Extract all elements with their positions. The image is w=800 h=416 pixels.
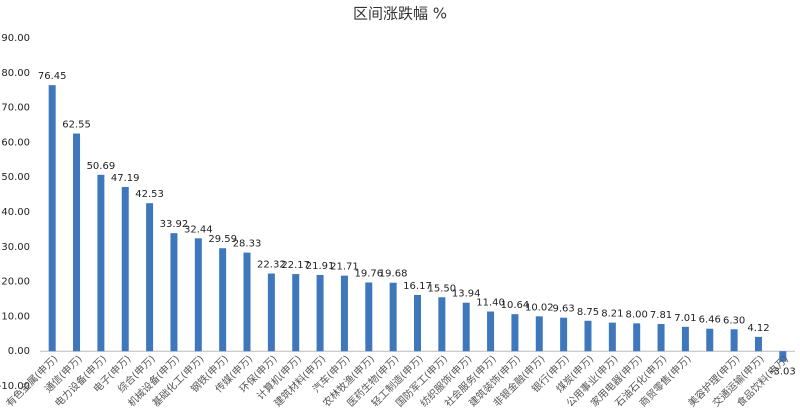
- bar: [73, 133, 81, 352]
- data-label: 16.17: [403, 281, 432, 292]
- y-tick-label: 50.00: [1, 172, 30, 183]
- y-tick-label: 10.00: [1, 311, 30, 322]
- data-label: 22.32: [257, 260, 286, 271]
- bar: [511, 314, 519, 352]
- bar: [121, 186, 129, 352]
- bar: [146, 203, 154, 352]
- bar: [340, 275, 348, 352]
- bar: [706, 328, 714, 352]
- data-label: 19.76: [354, 268, 383, 279]
- data-label: 62.55: [62, 120, 91, 131]
- y-tick-label: 60.00: [1, 137, 30, 148]
- y-tick-label: 90.00: [1, 33, 30, 44]
- data-label: 42.53: [135, 189, 164, 200]
- bar: [462, 302, 470, 352]
- data-label: 13.94: [452, 289, 481, 300]
- data-label: 7.81: [650, 310, 672, 321]
- bar: [389, 282, 397, 352]
- data-label: 7.01: [674, 313, 696, 324]
- data-label: 29.59: [208, 234, 237, 245]
- data-label: 8.00: [626, 309, 648, 320]
- bar: [194, 238, 202, 352]
- data-label: 32.44: [184, 224, 213, 235]
- y-tick-label: 80.00: [1, 68, 30, 79]
- bar: [365, 282, 373, 352]
- data-label: 76.45: [38, 71, 67, 82]
- data-label: 10.64: [501, 300, 530, 311]
- data-label: 6.46: [699, 315, 721, 326]
- bar: [633, 323, 641, 352]
- bar: [657, 324, 665, 352]
- data-label: 4.12: [747, 323, 769, 334]
- chart-title: 区间涨跌幅 %: [353, 5, 447, 23]
- bar: [97, 174, 105, 352]
- data-label: 21.91: [306, 261, 335, 272]
- bar: [608, 322, 616, 352]
- data-label: 33.92: [160, 219, 189, 230]
- data-label: -3.03: [770, 367, 796, 378]
- bar: [170, 233, 178, 352]
- bar: [730, 329, 738, 352]
- data-label: 15.50: [428, 283, 457, 294]
- y-tick-label: 20.00: [1, 277, 30, 288]
- data-label: 22.17: [281, 260, 310, 271]
- bar: [316, 274, 324, 352]
- bar: [754, 336, 762, 352]
- y-tick-label: 0.00: [8, 346, 30, 357]
- bar: [48, 85, 56, 352]
- bar: [292, 274, 300, 352]
- data-label: 8.75: [577, 307, 599, 318]
- data-label: 21.71: [330, 262, 359, 273]
- bar: [267, 273, 275, 352]
- data-label: 47.19: [111, 173, 140, 184]
- data-label: 6.30: [723, 315, 745, 326]
- y-tick-label: 30.00: [1, 242, 30, 253]
- bar: [438, 297, 446, 352]
- y-tick-label: 40.00: [1, 207, 30, 218]
- y-tick-label: 70.00: [1, 103, 30, 114]
- bar: [584, 320, 592, 352]
- data-label: 28.33: [233, 239, 262, 250]
- bar: [414, 294, 421, 352]
- data-label: 19.68: [379, 269, 408, 280]
- data-label: 10.02: [525, 302, 554, 313]
- bar: [487, 311, 495, 352]
- bar: [681, 326, 689, 352]
- bar: [219, 248, 227, 352]
- bar: [779, 351, 787, 362]
- data-label: 50.69: [87, 161, 116, 172]
- bar: [560, 317, 568, 352]
- data-label: 11.40: [476, 298, 505, 309]
- y-tick-label: -10.00: [0, 381, 30, 392]
- data-label: 8.21: [601, 309, 623, 320]
- bar: [243, 252, 251, 352]
- bar: [535, 316, 543, 352]
- data-label: 9.63: [552, 304, 574, 315]
